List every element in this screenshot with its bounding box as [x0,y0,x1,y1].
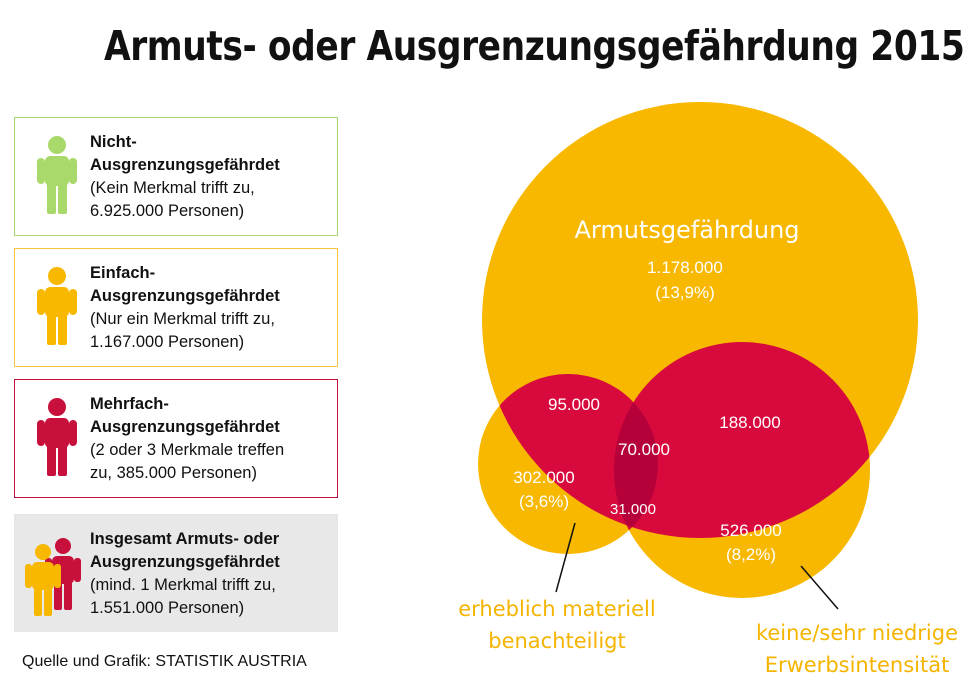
two-persons-icon [25,538,81,616]
legend-item-insgesamt: Insgesamt Armuts- oder Ausgrenzungsgefäh… [14,514,338,632]
label-armutsgefaehrdung: Armutsgefährdung [574,216,799,244]
label-erwerb-line2: Erwerbsintensität [765,653,950,677]
person-icon-green [37,136,77,214]
source-note: Quelle und Grafik: STATISTIK AUSTRIA [22,653,307,670]
legend-detail: 1.167.000 Personen) [90,333,245,351]
value-material: 302.000 [513,468,574,487]
legend-detail: (mind. 1 Merkmal trifft zu, [90,576,276,594]
legend-heading: Mehrfach- [90,395,169,413]
legend-text: Insgesamt Armuts- oder Ausgrenzungsgefäh… [90,528,280,620]
label-material-line1: erheblich materiell [458,597,655,621]
legend-detail: (Nur ein Merkmal trifft zu, [90,310,275,328]
value-armut-erwerb: 188.000 [719,413,780,432]
pointer-line-erwerb [800,565,839,610]
label-erwerb-line1: keine/sehr niedrige [756,621,958,645]
legend-heading: Einfach- [90,264,156,282]
person-icon-yellow [37,267,77,345]
legend-detail: (Kein Merkmal trifft zu, [90,179,255,197]
legend-item-einfach-gefaehrdet: Einfach- Ausgrenzungsgefährdet (Nur ein … [14,248,338,367]
legend-heading: Ausgrenzungsgefährdet [90,287,280,305]
value-all-three: 70.000 [618,440,670,459]
person-icon-red [37,398,77,476]
value-armut: 1.178.000 [647,258,723,277]
legend-text: Mehrfach- Ausgrenzungsgefährdet (2 oder … [90,393,284,485]
legend-heading: Ausgrenzungsgefährdet [90,156,280,174]
legend-detail: 6.925.000 Personen) [90,202,245,220]
pct-material: (3,6%) [519,492,569,511]
legend-item-mehrfach-gefaehrdet: Mehrfach- Ausgrenzungsgefährdet (2 oder … [14,379,338,498]
pct-erwerb: (8,2%) [726,545,776,564]
legend-heading: Ausgrenzungsgefährdet [90,418,280,436]
page-title: Armuts- oder Ausgrenzungsgefährdung 2015 [104,22,965,70]
pct-armut: (13,9%) [655,283,715,302]
value-erwerb: 526.000 [720,521,781,540]
legend-text: Nicht- Ausgrenzungsgefährdet (Kein Merkm… [90,131,280,223]
value-material-erwerb: 31.000 [610,501,656,518]
legend-text: Einfach- Ausgrenzungsgefährdet (Nur ein … [90,262,280,354]
pointer-line-material [555,522,576,593]
legend-detail: zu, 385.000 Personen) [90,464,257,482]
value-armut-material: 95.000 [548,395,600,414]
legend-detail: (2 oder 3 Merkmale treffen [90,441,285,459]
legend-heading: Insgesamt Armuts- oder [90,530,280,548]
legend-item-nicht-gefaehrdet: Nicht- Ausgrenzungsgefährdet (Kein Merkm… [14,117,338,236]
legend-heading: Ausgrenzungsgefährdet [90,553,280,571]
legend-detail: 1.551.000 Personen) [90,599,245,617]
label-material-line2: benachteiligt [488,629,626,653]
legend-heading: Nicht- [90,133,137,151]
